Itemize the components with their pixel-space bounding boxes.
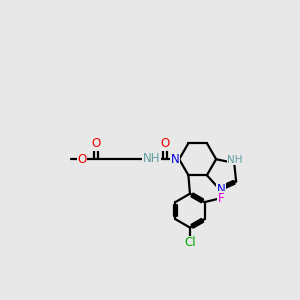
Text: O: O [92,137,100,150]
Text: NH: NH [227,155,243,165]
Text: O: O [161,137,170,150]
Text: NH: NH [143,152,160,165]
Text: Cl: Cl [184,236,196,250]
Text: N: N [216,183,225,196]
Text: F: F [218,192,224,205]
Text: N: N [171,153,180,166]
Text: O: O [77,153,87,166]
